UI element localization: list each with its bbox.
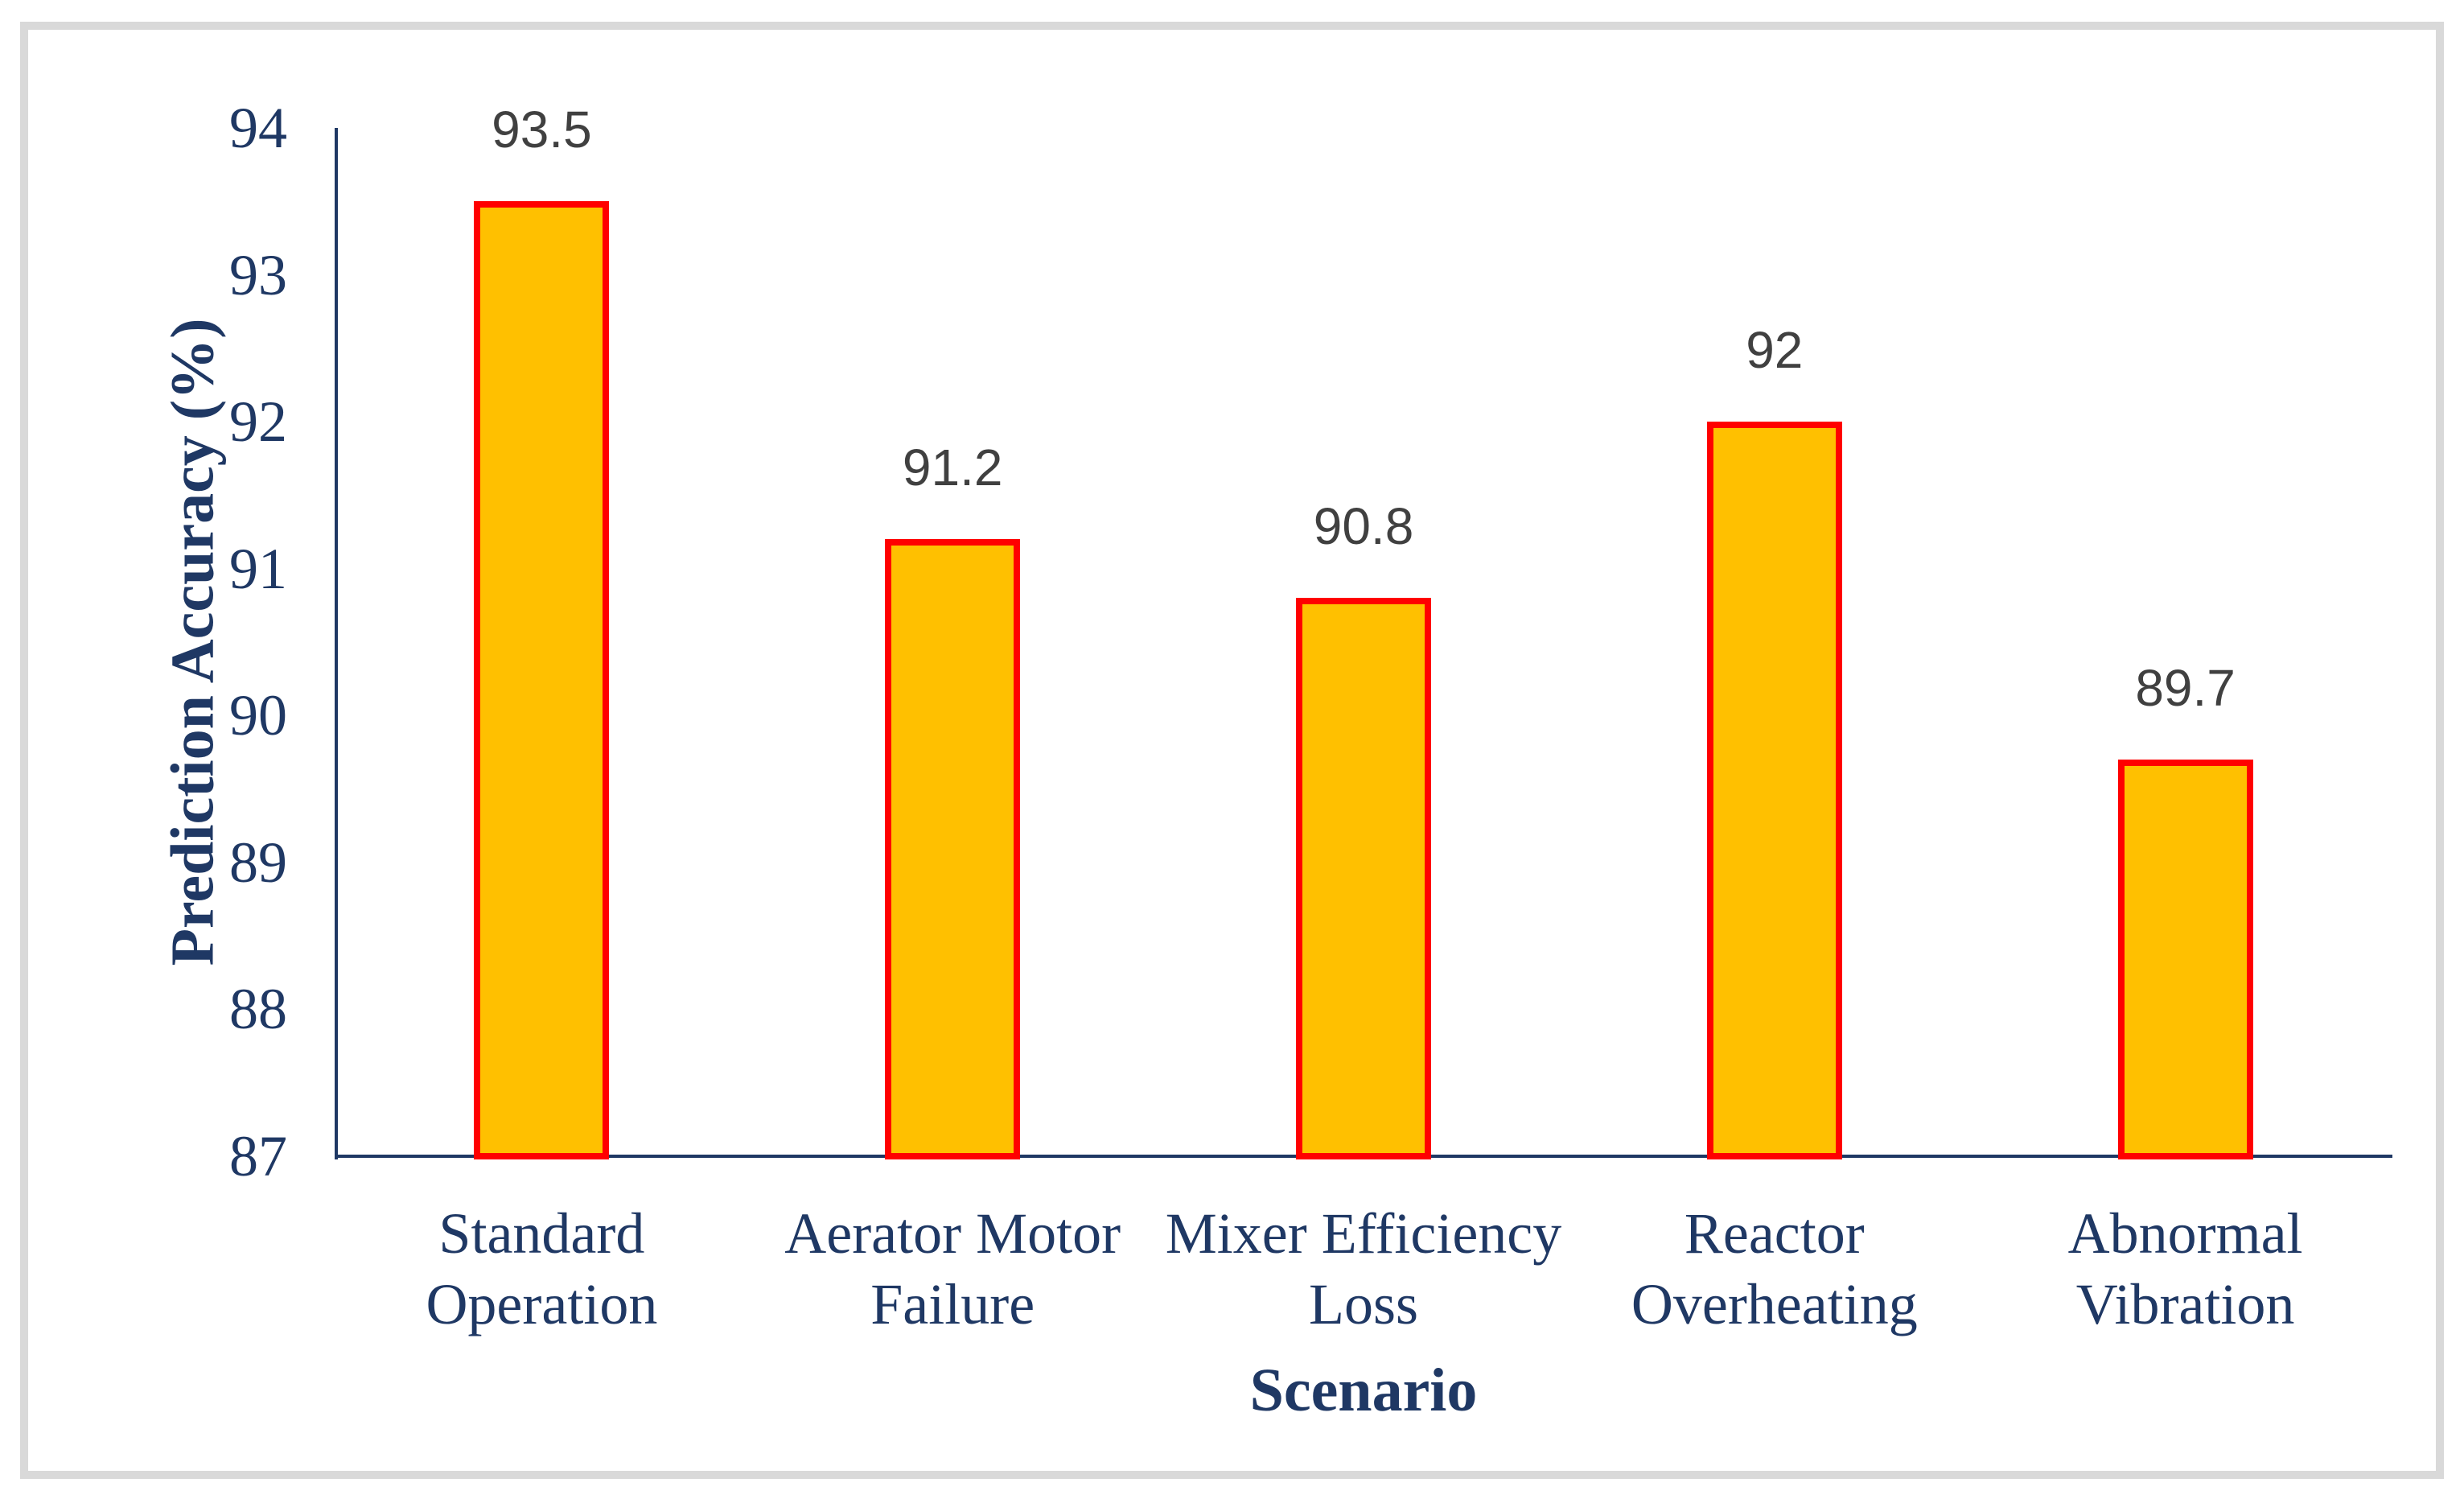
bar bbox=[1296, 598, 1431, 1159]
y-tick-label: 89 bbox=[229, 830, 287, 895]
y-tick-label: 87 bbox=[229, 1124, 287, 1188]
y-tick-label: 93 bbox=[229, 242, 287, 307]
bar-value-label: 89.7 bbox=[2135, 659, 2236, 718]
y-tick-label: 91 bbox=[229, 536, 287, 601]
y-tick-label: 94 bbox=[229, 96, 287, 160]
bar bbox=[474, 201, 610, 1159]
y-axis-line bbox=[335, 128, 338, 1159]
bar-value-label: 92 bbox=[1746, 321, 1804, 380]
bar bbox=[885, 539, 1021, 1159]
x-axis-title: Scenario bbox=[1249, 1357, 1478, 1424]
y-tick-label: 88 bbox=[229, 977, 287, 1042]
bar-value-label: 91.2 bbox=[902, 439, 1003, 497]
y-tick-label: 92 bbox=[229, 389, 287, 455]
x-category-label: Reactor Overheating bbox=[1631, 1201, 1918, 1336]
x-category-label: Standard Operation bbox=[426, 1201, 658, 1336]
bar-value-label: 93.5 bbox=[492, 101, 592, 159]
bar bbox=[1706, 422, 1842, 1159]
bar-value-label: 90.8 bbox=[1313, 497, 1414, 556]
x-category-label: Aerator Motor Failure bbox=[784, 1201, 1121, 1336]
y-tick-label: 90 bbox=[229, 683, 287, 748]
bar bbox=[2117, 760, 2253, 1159]
x-category-label: Mixer Efficiency Loss bbox=[1165, 1201, 1562, 1336]
chart-frame: Prediction Accuracy (%) 87 88 89 90 91 92 93 94… bbox=[20, 22, 2444, 1479]
x-category-label: Abnormal Vibration bbox=[2067, 1201, 2303, 1336]
